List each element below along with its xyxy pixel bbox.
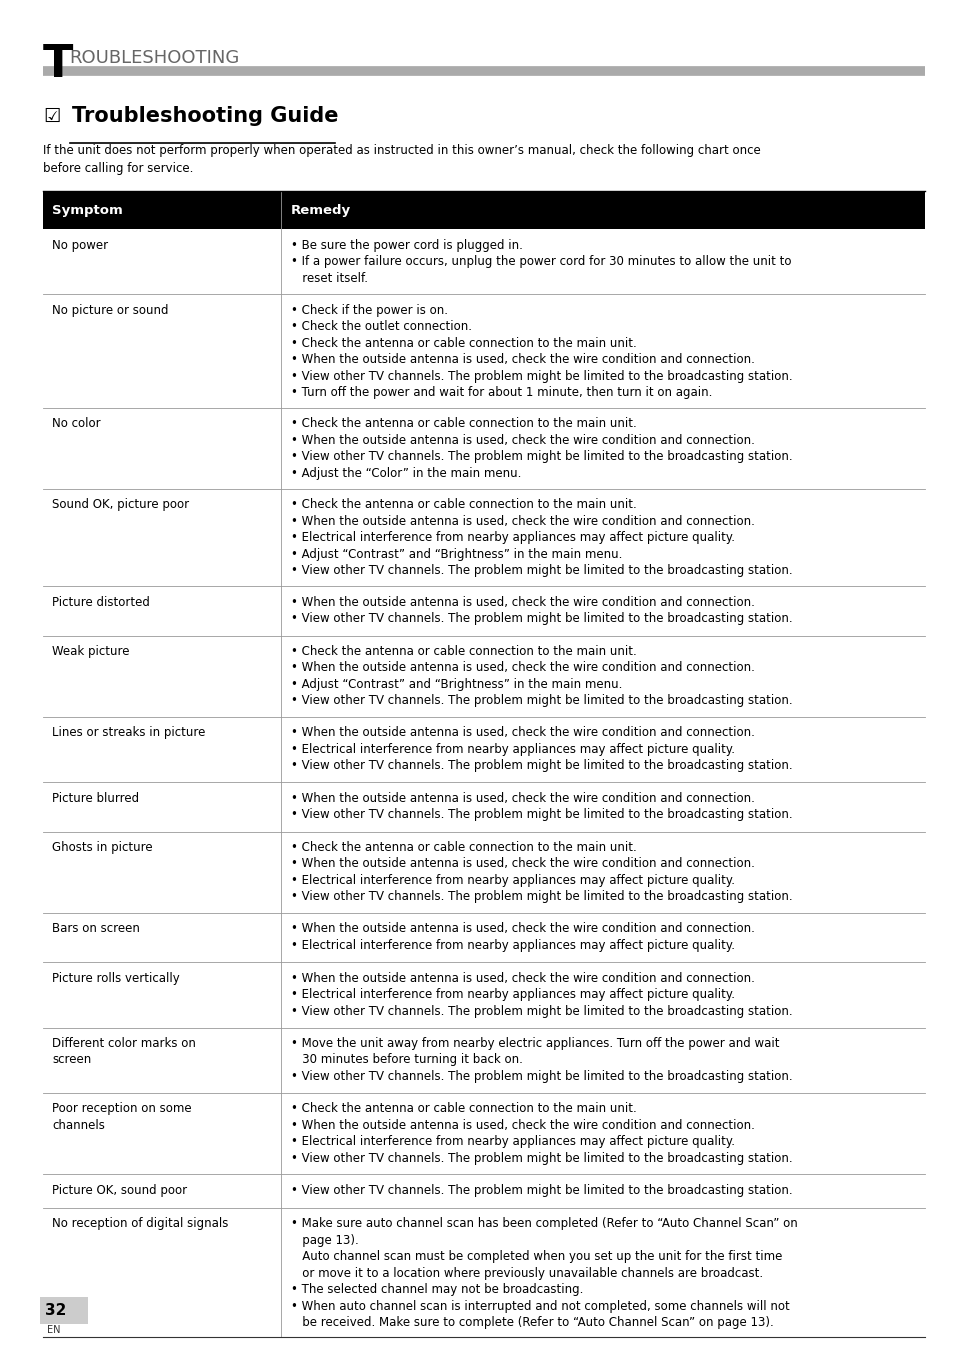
Text: • Be sure the power cord is plugged in.
• If a power failure occurs, unplug the : • Be sure the power cord is plugged in. … bbox=[291, 239, 790, 284]
Text: • When the outside antenna is used, check the wire condition and connection.
• E: • When the outside antenna is used, chec… bbox=[291, 922, 754, 952]
Text: Remedy: Remedy bbox=[291, 204, 351, 217]
Text: If the unit does not perform properly when operated as instructed in this owner’: If the unit does not perform properly wh… bbox=[43, 144, 760, 175]
Text: • When the outside antenna is used, check the wire condition and connection.
• E: • When the outside antenna is used, chec… bbox=[291, 727, 792, 772]
Text: No color: No color bbox=[52, 417, 101, 430]
Text: • When the outside antenna is used, check the wire condition and connection.
• E: • When the outside antenna is used, chec… bbox=[291, 972, 792, 1018]
Text: Symptom: Symptom bbox=[52, 204, 123, 217]
Text: No picture or sound: No picture or sound bbox=[52, 303, 169, 317]
Text: Bars on screen: Bars on screen bbox=[52, 922, 140, 936]
Text: • Check if the power is on.
• Check the outlet connection.
• Check the antenna o: • Check if the power is on. • Check the … bbox=[291, 303, 792, 399]
Text: Picture blurred: Picture blurred bbox=[52, 791, 139, 805]
Text: No power: No power bbox=[52, 239, 109, 252]
Text: Ghosts in picture: Ghosts in picture bbox=[52, 841, 152, 855]
Text: Picture OK, sound poor: Picture OK, sound poor bbox=[52, 1184, 188, 1197]
FancyBboxPatch shape bbox=[40, 1297, 88, 1324]
Text: • Check the antenna or cable connection to the main unit.
• When the outside ant: • Check the antenna or cable connection … bbox=[291, 417, 792, 480]
Text: • Check the antenna or cable connection to the main unit.
• When the outside ant: • Check the antenna or cable connection … bbox=[291, 841, 792, 903]
Text: Picture rolls vertically: Picture rolls vertically bbox=[52, 972, 180, 984]
Text: • Move the unit away from nearby electric appliances. Turn off the power and wai: • Move the unit away from nearby electri… bbox=[291, 1037, 792, 1082]
FancyBboxPatch shape bbox=[43, 191, 924, 229]
Text: No reception of digital signals: No reception of digital signals bbox=[52, 1217, 229, 1231]
Text: • When the outside antenna is used, check the wire condition and connection.
• V: • When the outside antenna is used, chec… bbox=[291, 596, 792, 625]
Text: EN: EN bbox=[47, 1325, 60, 1336]
Text: Troubleshooting Guide: Troubleshooting Guide bbox=[71, 106, 337, 127]
Text: ROUBLESHOOTING: ROUBLESHOOTING bbox=[70, 49, 239, 67]
Text: • When the outside antenna is used, check the wire condition and connection.
• V: • When the outside antenna is used, chec… bbox=[291, 791, 792, 821]
Text: T: T bbox=[43, 43, 73, 86]
Text: ☑: ☑ bbox=[43, 106, 60, 125]
Text: Lines or streaks in picture: Lines or streaks in picture bbox=[52, 727, 206, 739]
Text: • Check the antenna or cable connection to the main unit.
• When the outside ant: • Check the antenna or cable connection … bbox=[291, 499, 792, 577]
Text: Picture distorted: Picture distorted bbox=[52, 596, 151, 608]
Text: Poor reception on some
channels: Poor reception on some channels bbox=[52, 1103, 192, 1132]
Text: Weak picture: Weak picture bbox=[52, 644, 130, 658]
Text: • Check the antenna or cable connection to the main unit.
• When the outside ant: • Check the antenna or cable connection … bbox=[291, 644, 792, 708]
Text: • Make sure auto channel scan has been completed (Refer to “Auto Channel Scan” o: • Make sure auto channel scan has been c… bbox=[291, 1217, 797, 1329]
Text: Sound OK, picture poor: Sound OK, picture poor bbox=[52, 499, 190, 511]
Text: • Check the antenna or cable connection to the main unit.
• When the outside ant: • Check the antenna or cable connection … bbox=[291, 1103, 792, 1165]
Text: Different color marks on
screen: Different color marks on screen bbox=[52, 1037, 196, 1066]
Text: • View other TV channels. The problem might be limited to the broadcasting stati: • View other TV channels. The problem mi… bbox=[291, 1184, 792, 1197]
Text: 32: 32 bbox=[45, 1302, 66, 1318]
